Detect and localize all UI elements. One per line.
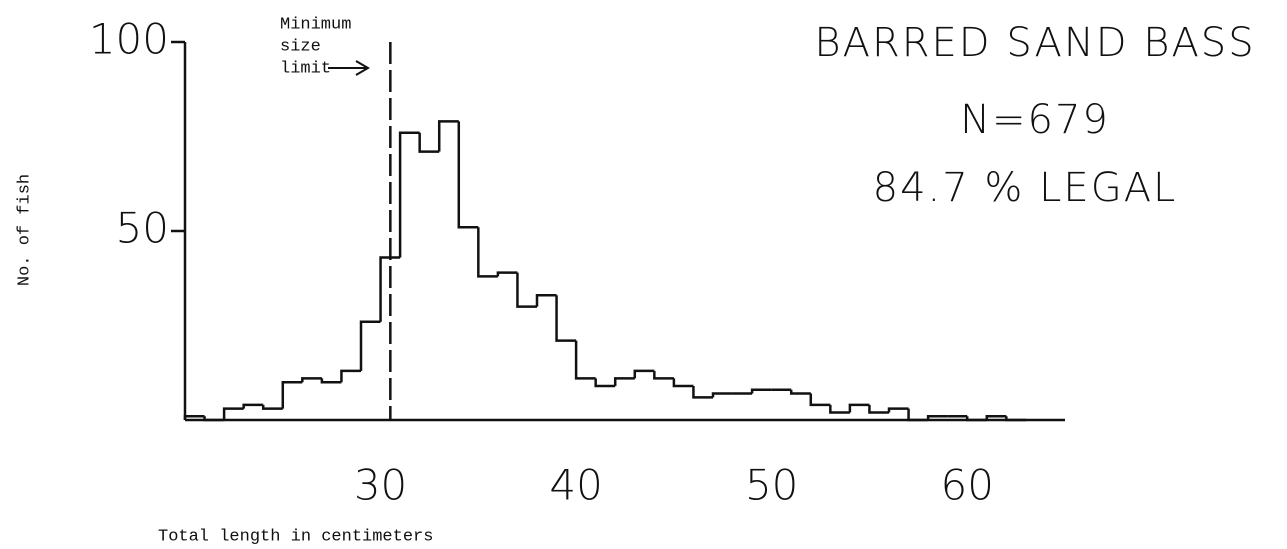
- bar: [261, 404, 283, 410]
- bar: [477, 227, 498, 278]
- bar: [281, 380, 303, 409]
- bar: [301, 377, 322, 383]
- bar: [535, 294, 557, 307]
- bar: [516, 272, 537, 308]
- bar: [242, 403, 264, 409]
- bar: [985, 414, 1007, 420]
- y-tick-label: 50: [116, 204, 169, 253]
- x-tick-label: 30: [354, 461, 407, 510]
- bar: [750, 388, 772, 394]
- x-tick-label: 40: [549, 461, 602, 510]
- bar: [633, 369, 655, 379]
- y-axis-label: No. of fish: [15, 174, 34, 286]
- subtitle: 84.7 % LEGAL: [873, 165, 1178, 211]
- bar: [711, 392, 733, 398]
- y-tick-label: 100: [89, 15, 169, 64]
- bar: [222, 407, 244, 420]
- bar: [653, 370, 674, 380]
- annotation-arrow: [328, 60, 370, 76]
- bar: [868, 404, 889, 414]
- bar: [203, 416, 225, 422]
- x-axis-label: Total length in centimeters: [158, 527, 433, 546]
- bar: [183, 414, 205, 420]
- bar: [340, 369, 361, 383]
- annotation: limit: [280, 59, 331, 78]
- bar: [496, 271, 518, 277]
- annotation: Minimum: [280, 15, 351, 34]
- bar: [574, 340, 596, 380]
- bar: [809, 393, 831, 407]
- bar: [613, 377, 635, 386]
- bar: [320, 378, 342, 384]
- bar: [829, 404, 850, 414]
- x-tick-label: 50: [745, 461, 798, 510]
- bar: [1005, 416, 1026, 422]
- bar: [789, 389, 811, 395]
- subtitle: N=679: [960, 97, 1110, 143]
- chart-title: BARRED SAND BASS: [814, 20, 1255, 66]
- bar: [887, 407, 909, 413]
- bar: [398, 131, 420, 258]
- bar: [555, 295, 577, 342]
- x-tick-label: 60: [940, 461, 993, 510]
- bar: [907, 408, 929, 422]
- bar: [594, 378, 616, 388]
- bar: [379, 256, 401, 322]
- bar: [965, 416, 987, 422]
- bar: [457, 121, 479, 229]
- bar: [848, 403, 870, 413]
- bar: [692, 385, 713, 399]
- bar: [418, 132, 440, 153]
- bar: [672, 378, 694, 388]
- bar: [359, 320, 381, 371]
- bar: [437, 120, 459, 152]
- annotation: size: [280, 37, 321, 56]
- bar: [926, 414, 948, 420]
